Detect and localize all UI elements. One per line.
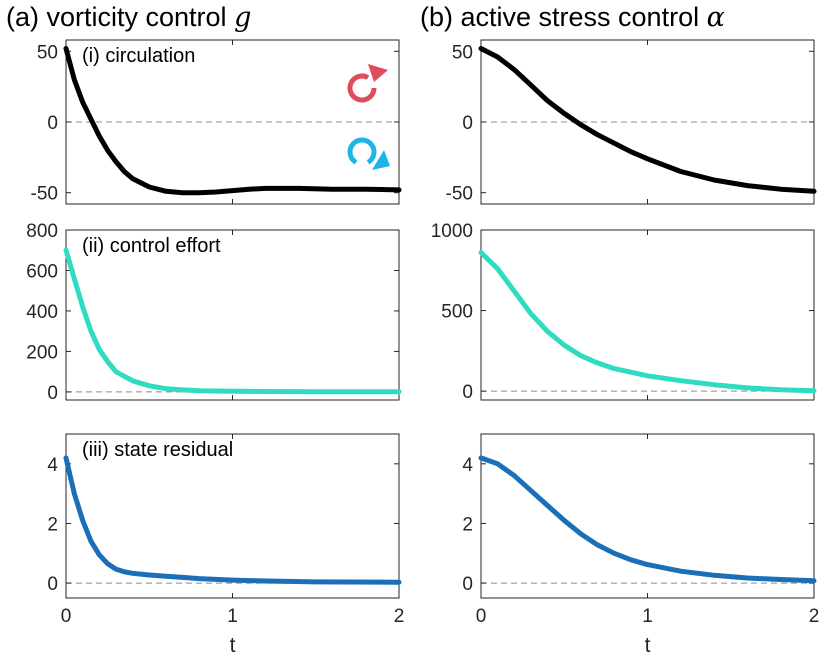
series-line-state-residual <box>478 455 817 584</box>
counterclockwise-arrow-icon <box>347 64 388 103</box>
y-tick-label: 50 <box>452 42 473 63</box>
x-tick-label: 1 <box>642 606 653 627</box>
y-tick-label: 0 <box>47 383 58 404</box>
column-title-b-symbol: α <box>706 2 725 33</box>
clockwise-arrow-icon-head <box>372 150 390 170</box>
counterclockwise-arrow-icon-head <box>368 64 388 82</box>
y-tick-label: 0 <box>462 113 473 134</box>
y-tick-label: 2 <box>47 514 58 535</box>
y-tick-label: 600 <box>26 261 58 282</box>
plot-b3: 0 2 4 0 1 2 t <box>462 433 820 657</box>
y-tick-label: 2 <box>462 514 473 535</box>
y-tick-label: 4 <box>47 455 58 476</box>
series-line-control-effort <box>63 247 402 395</box>
y-tick-label: 4 <box>462 455 473 476</box>
clockwise-arrow-icon <box>347 137 390 170</box>
y-tick-label: 800 <box>26 221 58 242</box>
y-tick-label: 0 <box>47 574 58 595</box>
x-axis-label: t <box>230 634 236 657</box>
x-tick-label: 2 <box>809 606 820 627</box>
panel-title: (ii) control effort <box>82 235 221 257</box>
series-line-control-effort <box>478 250 817 394</box>
panel-title: (i) circulation <box>82 45 195 67</box>
y-tick-label: 0 <box>47 113 58 134</box>
column-title-b-label: (b) active stress control <box>420 2 700 32</box>
series-line-circulation <box>478 46 817 194</box>
column-title-a-symbol: g <box>234 2 252 33</box>
series-line-circulation <box>63 46 402 196</box>
x-tick-label: 0 <box>476 606 487 627</box>
y-tick-label: 400 <box>26 302 58 323</box>
y-tick-label: 500 <box>441 302 473 323</box>
column-title-b: (b) active stress control α <box>420 2 725 33</box>
plot-a2: 0 200 400 600 800 (ii) control effort <box>26 221 402 404</box>
x-tick-label: 0 <box>61 606 72 627</box>
panel-title: (iii) state residual <box>82 439 233 461</box>
column-title-a-label: (a) vorticity control <box>6 2 227 32</box>
counterclockwise-arrow-icon-arc <box>347 73 377 103</box>
y-tick-label: 0 <box>462 574 473 595</box>
x-axis-label: t <box>645 634 651 657</box>
x-tick-label: 1 <box>227 606 238 627</box>
plot-b2: 0 500 1000 <box>431 221 817 403</box>
y-tick-label: 200 <box>26 342 58 363</box>
y-tick-label: -50 <box>31 184 58 205</box>
series-line-state-residual <box>63 455 402 585</box>
y-tick-label: 50 <box>37 42 58 63</box>
plot-b1: -50 0 50 <box>446 39 817 205</box>
clockwise-arrow-icon-arc <box>347 137 377 165</box>
axes-box <box>480 433 815 599</box>
y-tick-label: 1000 <box>431 221 473 242</box>
plot-a3: 0 2 4 0 1 2 t (iii) state residual <box>47 433 405 657</box>
x-tick-label: 2 <box>394 606 405 627</box>
column-title-a: (a) vorticity control g <box>6 2 251 33</box>
y-tick-label: 0 <box>462 382 473 403</box>
y-tick-label: -50 <box>446 184 473 205</box>
plot-a1: -50 0 50 (i) circulation <box>31 39 402 205</box>
